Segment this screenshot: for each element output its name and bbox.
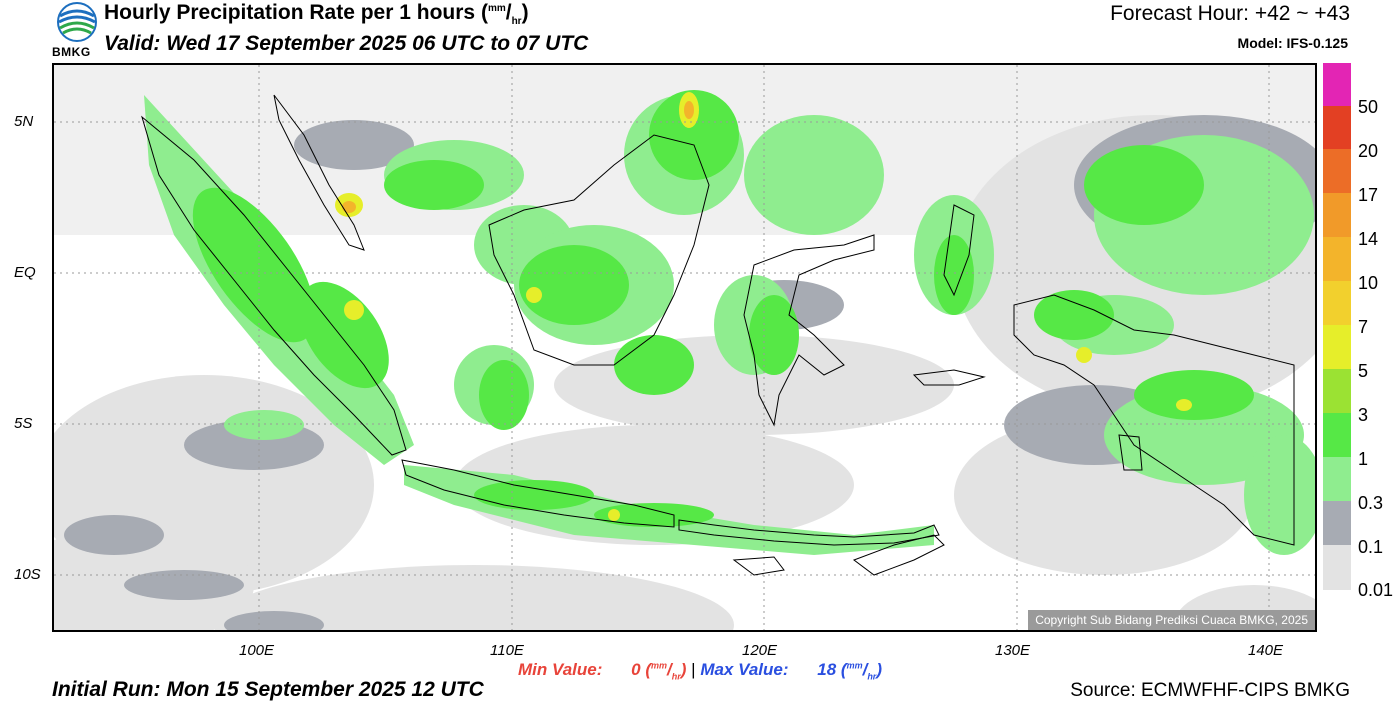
legend-label-5: 5 bbox=[1358, 361, 1369, 381]
legend-swatch-17 bbox=[1323, 193, 1351, 237]
maluku-coast bbox=[912, 369, 986, 386]
coastlines bbox=[141, 94, 1295, 576]
color-legend bbox=[1323, 63, 1351, 590]
lon-label-100e: 100E bbox=[239, 642, 275, 659]
precipitation-map[interactable] bbox=[52, 63, 1317, 632]
legend-label-50: 50 bbox=[1358, 97, 1379, 117]
legend-label-1: 1 bbox=[1358, 449, 1369, 469]
legend-swatch-7 bbox=[1323, 325, 1351, 369]
data-source: Source: ECMWFHF-CIPS BMKG bbox=[1070, 680, 1350, 701]
max-value: 18 bbox=[817, 660, 837, 679]
legend-label-0-3: 0.3 bbox=[1358, 493, 1384, 513]
bmkg-logo bbox=[52, 2, 102, 46]
legend-swatch-3 bbox=[1323, 413, 1351, 457]
max-value-label: Max Value: bbox=[700, 660, 789, 679]
lat-label-5s: 5S bbox=[14, 415, 33, 432]
legend-label-10: 10 bbox=[1358, 273, 1379, 293]
legend-swatch-50plus bbox=[1323, 63, 1351, 106]
model-name: Model: IFS-0.125 bbox=[1237, 35, 1348, 51]
min-value: 0 bbox=[631, 660, 641, 679]
graticule bbox=[54, 65, 1315, 630]
legend-label-7: 7 bbox=[1358, 317, 1369, 337]
java-coast bbox=[401, 459, 675, 528]
malay-coast bbox=[273, 94, 365, 251]
legend-swatch-20 bbox=[1323, 149, 1351, 193]
lat-label-10s: 10S bbox=[14, 566, 41, 583]
legend-label-0-01: 0.01 bbox=[1358, 580, 1394, 600]
min-max-values: Min Value: 0 (mm/hr) | Max Value: 18 (mm… bbox=[518, 660, 882, 682]
nusa-tenggara-coast bbox=[678, 519, 940, 546]
legend-swatch-50 bbox=[1323, 106, 1351, 149]
lat-label-5n: 5N bbox=[14, 113, 34, 130]
halmahera-coast bbox=[943, 204, 975, 297]
chart-title: Hourly Precipitation Rate per 1 hours (m… bbox=[104, 1, 529, 28]
legend-label-14: 14 bbox=[1358, 229, 1379, 249]
legend-label-3: 3 bbox=[1358, 405, 1369, 425]
legend-label-17: 17 bbox=[1358, 185, 1379, 205]
min-value-label: Min Value: bbox=[518, 660, 603, 679]
legend-label-20: 20 bbox=[1358, 141, 1379, 161]
forecast-hour: Forecast Hour: +42 ~ +43 bbox=[1110, 2, 1350, 25]
aru-coast bbox=[1118, 434, 1143, 471]
borneo-coast bbox=[488, 134, 710, 366]
rain-1-field bbox=[192, 90, 1254, 527]
lon-label-120e: 120E bbox=[742, 642, 778, 659]
initial-run: Initial Run: Mon 15 September 2025 12 UT… bbox=[52, 678, 484, 701]
legend-swatch-1 bbox=[1323, 457, 1351, 501]
legend-swatch-5 bbox=[1323, 369, 1351, 413]
sulawesi-coast bbox=[743, 234, 875, 427]
legend-swatch-10 bbox=[1323, 281, 1351, 325]
lat-label-eq: EQ bbox=[14, 264, 36, 281]
legend-swatch-14 bbox=[1323, 237, 1351, 281]
legend-label-0-1: 0.1 bbox=[1358, 537, 1384, 557]
sumba-coast bbox=[732, 556, 785, 576]
copyright-note: Copyright Sub Bidang Prediksi Cuaca BMKG… bbox=[1028, 610, 1315, 630]
logo-text: BMKG bbox=[52, 45, 91, 59]
legend-swatch-0-1 bbox=[1323, 545, 1351, 590]
legend-swatch-0-3 bbox=[1323, 501, 1351, 545]
timor-coast bbox=[852, 534, 945, 576]
valid-time: Valid: Wed 17 September 2025 06 UTC to 0… bbox=[104, 32, 589, 55]
lon-label-130e: 130E bbox=[995, 642, 1031, 659]
rain-7-10-field bbox=[342, 101, 694, 213]
lon-label-140e: 140E bbox=[1248, 642, 1284, 659]
papua-coast bbox=[1013, 294, 1295, 546]
sumatra-coast bbox=[141, 115, 407, 456]
lon-label-110e: 110E bbox=[490, 642, 524, 659]
